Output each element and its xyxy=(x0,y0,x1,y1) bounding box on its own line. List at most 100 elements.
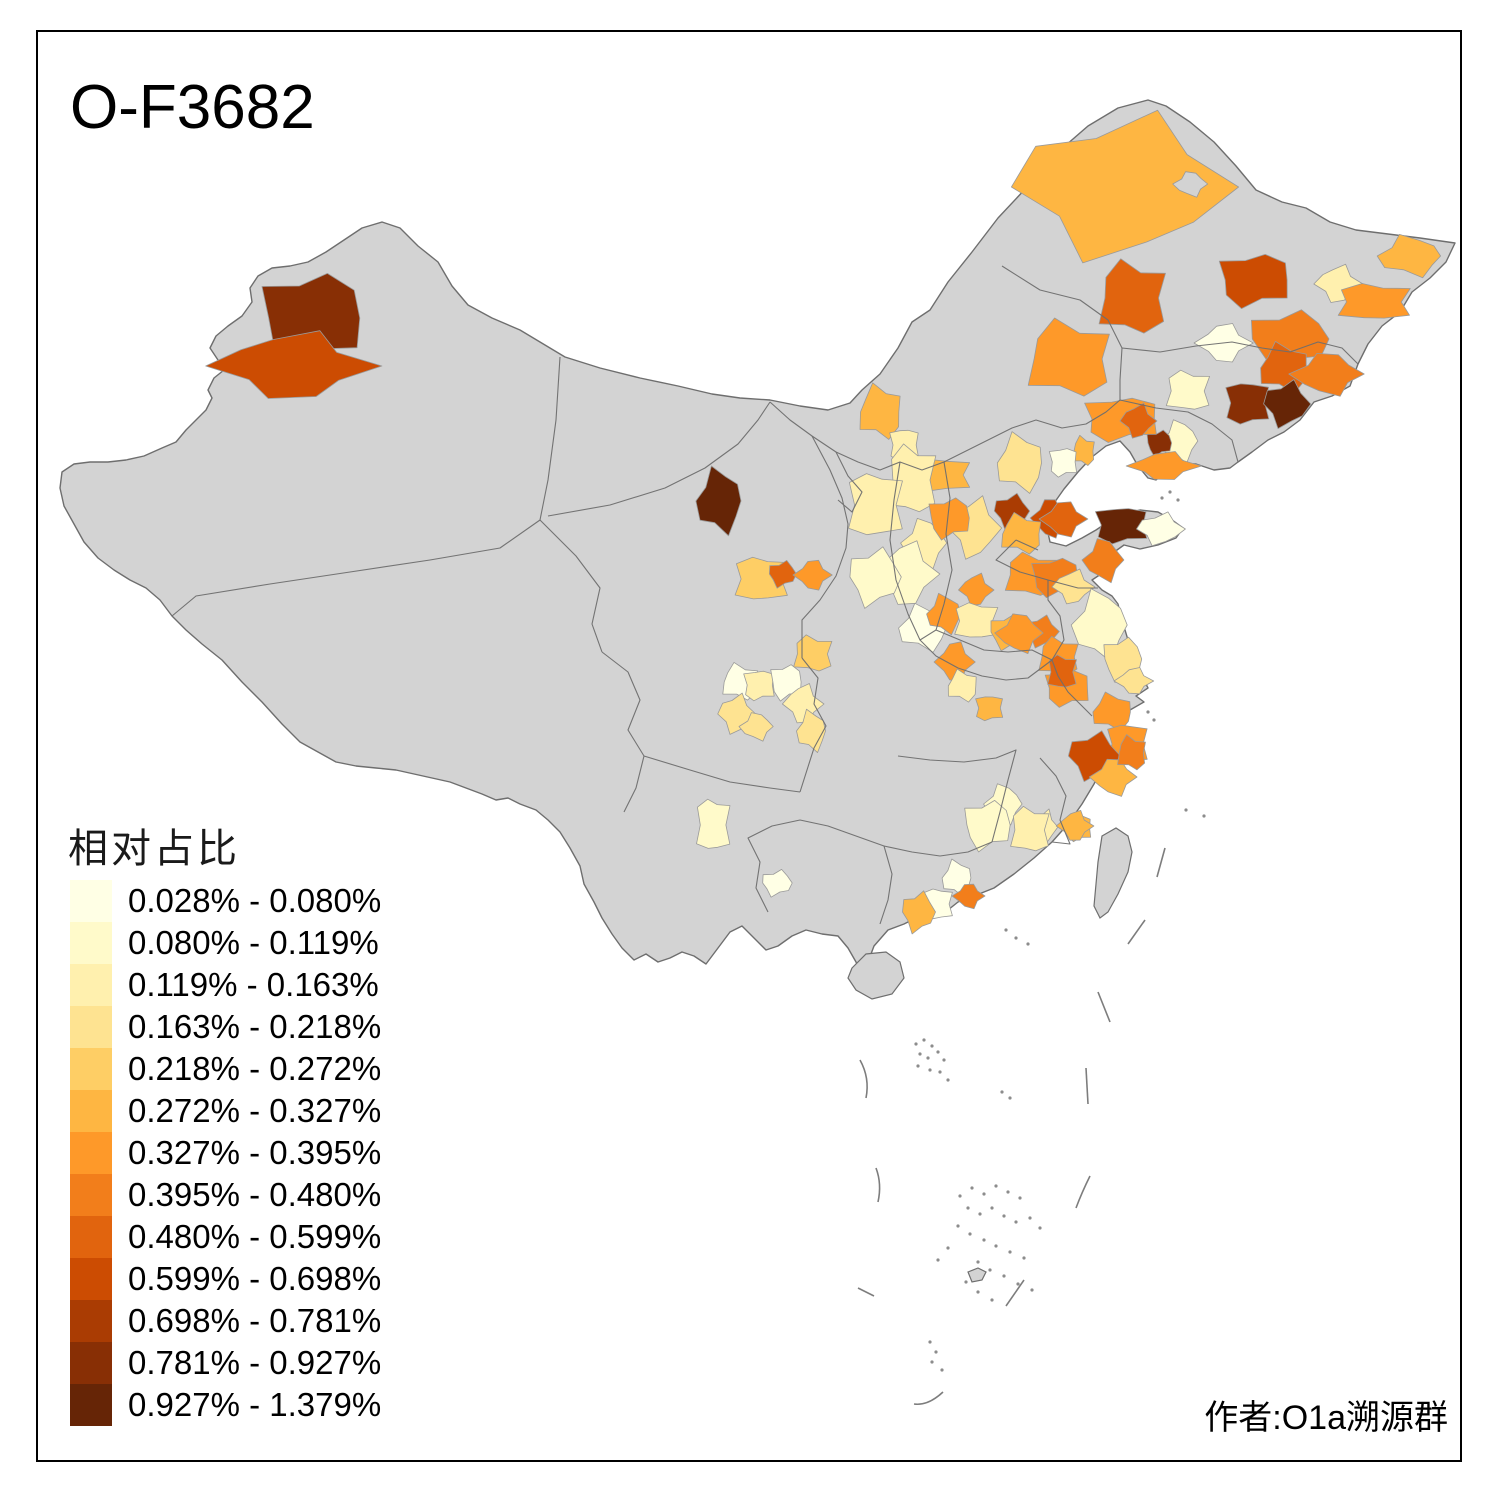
legend-item: 0.218% - 0.272% xyxy=(70,1048,381,1090)
map-region xyxy=(1081,538,1125,584)
map-region xyxy=(958,572,995,606)
legend-item: 0.480% - 0.599% xyxy=(70,1216,381,1258)
legend-swatch xyxy=(70,1090,112,1132)
map-region xyxy=(1288,352,1365,397)
taiwan-island xyxy=(1093,827,1133,919)
island-dots xyxy=(914,490,1206,1372)
prefecture-regions xyxy=(205,109,1441,935)
legend-swatch xyxy=(70,1384,112,1426)
legend-item: 0.781% - 0.927% xyxy=(70,1342,381,1384)
legend-item: 0.163% - 0.218% xyxy=(70,1006,381,1048)
legend-label: 0.781% - 0.927% xyxy=(128,1344,382,1381)
map-region xyxy=(1125,451,1202,480)
map-region xyxy=(1337,283,1411,319)
legend-swatch xyxy=(70,1300,112,1342)
legend-label: 0.698% - 0.781% xyxy=(128,1302,382,1339)
map-region xyxy=(738,712,774,742)
map-region xyxy=(954,602,999,638)
map-region xyxy=(1027,317,1110,397)
map-region xyxy=(695,465,742,537)
map-region xyxy=(928,497,970,541)
legend-item: 0.698% - 0.781% xyxy=(70,1300,381,1342)
map-region xyxy=(1038,501,1089,538)
map-region xyxy=(1136,511,1186,547)
map-region xyxy=(796,708,826,753)
map-region xyxy=(1218,253,1288,310)
map-region xyxy=(964,800,1011,853)
map-region xyxy=(1117,734,1146,771)
legend-item: 0.028% - 0.080% xyxy=(70,880,381,922)
map-region xyxy=(1376,233,1441,279)
legend-label: 0.480% - 0.599% xyxy=(128,1218,382,1255)
china-outline xyxy=(59,99,1456,977)
legend-item: 0.599% - 0.698% xyxy=(70,1258,381,1300)
legend-swatch xyxy=(70,922,112,964)
map-region xyxy=(205,330,383,399)
map-region xyxy=(1011,109,1239,264)
map-region xyxy=(975,696,1004,722)
map-region xyxy=(1119,402,1158,439)
map-region xyxy=(1095,508,1148,545)
legend-item: 0.272% - 0.327% xyxy=(70,1090,381,1132)
sea-islet xyxy=(967,1267,987,1283)
map-region xyxy=(1146,429,1172,458)
legend-swatch xyxy=(70,1048,112,1090)
map-region xyxy=(792,559,833,591)
map-region xyxy=(1001,512,1042,555)
map-region xyxy=(762,869,793,898)
map-region xyxy=(1048,448,1077,478)
legend-swatch xyxy=(70,1174,112,1216)
legend-label: 0.272% - 0.327% xyxy=(128,1092,382,1129)
legend-label: 0.599% - 0.698% xyxy=(128,1260,382,1297)
hainan-island xyxy=(847,951,905,1000)
attribution-text: 作者:O1a溯源群 xyxy=(1204,1399,1448,1437)
legend-swatch xyxy=(70,1006,112,1048)
map-region xyxy=(849,546,902,609)
map-region xyxy=(1165,369,1210,410)
south-china-sea-features xyxy=(857,490,1206,1406)
legend-item: 0.327% - 0.395% xyxy=(70,1132,381,1174)
map-region xyxy=(793,634,833,672)
legend-label: 0.927% - 1.379% xyxy=(128,1386,382,1423)
map-region xyxy=(1263,379,1312,430)
legend-swatch xyxy=(70,1258,112,1300)
legend: 0.028% - 0.080% 0.080% - 0.119% 0.119% - 0… xyxy=(70,880,381,1426)
legend-item: 0.395% - 0.480% xyxy=(70,1174,381,1216)
page-title: O-F3682 xyxy=(70,73,315,142)
legend-label: 0.119% - 0.163% xyxy=(128,966,379,1003)
legend-swatch xyxy=(70,1216,112,1258)
legend-swatch xyxy=(70,964,112,1006)
legend-label: 0.163% - 0.218% xyxy=(128,1008,382,1045)
legend-item: 0.927% - 1.379% xyxy=(70,1384,381,1426)
map-region xyxy=(926,592,962,636)
map-region xyxy=(1172,171,1209,198)
map-region xyxy=(1010,805,1050,852)
map-region xyxy=(1225,383,1270,425)
legend-swatch xyxy=(70,1342,112,1384)
legend-label: 0.028% - 0.080% xyxy=(128,882,382,919)
map-region xyxy=(947,668,977,703)
map-region xyxy=(1098,258,1166,334)
map-region xyxy=(994,613,1044,654)
map-region xyxy=(743,670,775,702)
china-landmass xyxy=(59,99,1456,1000)
legend-item: 0.080% - 0.119% xyxy=(70,922,381,964)
map-region xyxy=(1047,654,1077,688)
legend-swatch xyxy=(70,880,112,922)
legend-label: 0.080% - 0.119% xyxy=(128,924,379,961)
legend-title: 相对占比 xyxy=(68,827,240,871)
map-region xyxy=(951,883,986,910)
map-region xyxy=(696,798,731,849)
map-region xyxy=(1113,667,1155,695)
province-borders xyxy=(171,265,1359,925)
map-region xyxy=(1055,810,1095,841)
map-region xyxy=(848,473,903,536)
map-region xyxy=(769,560,797,589)
map-region xyxy=(902,890,936,935)
legend-label: 0.395% - 0.480% xyxy=(128,1176,382,1213)
legend-swatch xyxy=(70,1132,112,1174)
legend-label: 0.327% - 0.395% xyxy=(128,1134,382,1171)
legend-label: 0.218% - 0.272% xyxy=(128,1050,382,1087)
